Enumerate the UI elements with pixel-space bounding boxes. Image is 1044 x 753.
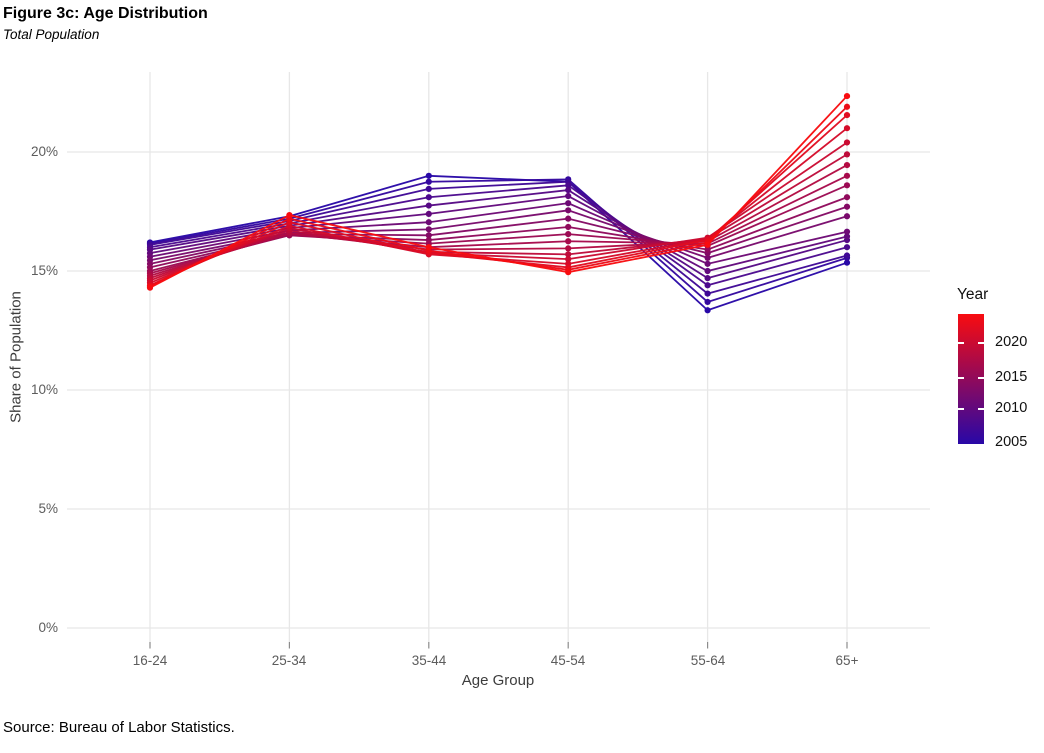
legend-label-2020: 2020 [995, 334, 1028, 350]
x-tick-25-34: 25-34 [271, 653, 307, 668]
source-note: Source: Bureau of Labor Statistics. [3, 719, 235, 736]
y-tick-0: 0% [38, 620, 58, 635]
y-tick-15: 15% [30, 263, 58, 278]
x-tick-45-54: 45-54 [550, 653, 586, 668]
y-tick-10: 10% [30, 382, 58, 397]
legend-notch [978, 342, 984, 344]
legend-label-2015: 2015 [995, 369, 1028, 385]
x-tick-16-24: 16-24 [132, 653, 168, 668]
x-axis-title: Age Group [461, 672, 535, 689]
y-tick-5: 5% [38, 501, 58, 516]
figure-subtitle: Total Population [3, 27, 100, 42]
x-tick-55-64: 55-64 [690, 653, 726, 668]
figure-title: Figure 3c: Age Distribution [3, 5, 208, 22]
legend-title: Year [957, 286, 989, 303]
legend-notch [958, 377, 964, 379]
x-tick-65plus: 65+ [835, 653, 859, 668]
legend-label-2005: 2005 [995, 434, 1028, 450]
y-axis-title: Share of Population [7, 291, 25, 423]
year-colorbar-legend [958, 314, 984, 444]
legend-notch [978, 377, 984, 379]
legend-notch [958, 408, 964, 410]
legend-notch [958, 342, 964, 344]
legend-label-2010: 2010 [995, 400, 1028, 416]
x-tick-35-44: 35-44 [411, 653, 447, 668]
y-tick-20: 20% [30, 144, 58, 159]
legend-notch [978, 408, 984, 410]
